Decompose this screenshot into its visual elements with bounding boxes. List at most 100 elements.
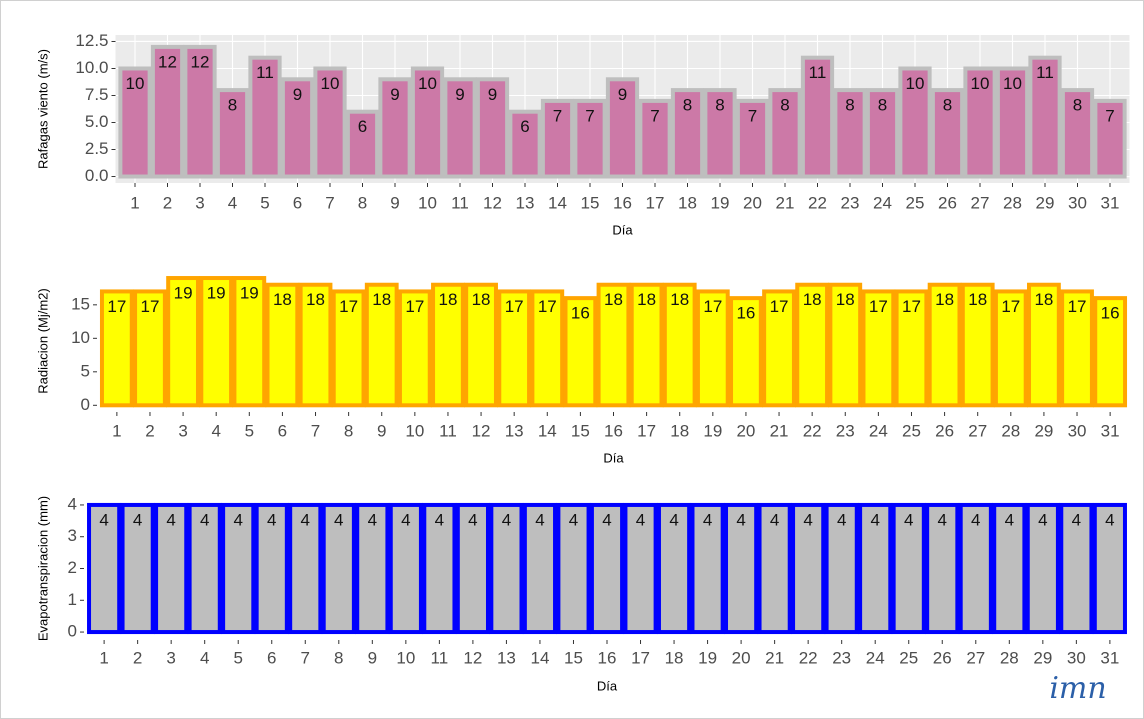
value-label: 17 [141,297,160,316]
bar [703,88,737,179]
value-label: 17 [770,297,789,316]
bar [993,289,1028,408]
y-tick-label: 10.0 [75,58,108,77]
value-label: 8 [1073,96,1082,115]
y-axis-title: Evapotranspiracion (mm) [35,496,50,641]
value-label: 4 [938,510,947,529]
bar [925,502,960,635]
y-tick-label: 15 [71,294,90,313]
value-label: 11 [1036,63,1054,82]
x-tick-label: 29 [1034,421,1053,440]
bar [530,289,565,408]
x-tick-label: 17 [631,648,650,667]
value-label: 10 [906,74,925,93]
value-label: 4 [267,510,276,529]
y-tick-label: 1 [68,590,77,609]
x-tick-label: 2 [133,648,142,667]
x-tick-label: 30 [1068,193,1087,212]
value-label: 4 [837,510,846,529]
bar [475,77,510,179]
value-label: 18 [438,290,457,309]
x-tick-label: 28 [1001,421,1020,440]
x-tick-label: 3 [195,193,204,212]
bar [629,282,664,408]
bar [894,289,929,408]
value-label: 7 [1105,106,1114,125]
value-label: 4 [468,510,477,529]
bar [556,502,591,635]
bar [166,276,200,408]
bar [455,502,490,635]
value-label: 16 [571,304,590,323]
x-tick-label: 8 [358,193,367,212]
value-label: 7 [650,106,659,125]
bar [464,282,498,408]
x-tick-label: 8 [344,421,353,440]
bar [573,98,607,179]
bar [828,282,863,408]
bar [960,282,995,408]
bar [410,66,445,179]
value-label: 10 [1003,74,1022,93]
bar [118,66,152,179]
value-label: 17 [1068,297,1087,316]
bar [1093,98,1127,179]
bar [670,88,705,179]
bar [992,502,1027,635]
value-label: 18 [836,290,855,309]
bar [795,282,830,408]
x-tick-label: 30 [1067,648,1086,667]
x-tick-label: 24 [866,648,885,667]
x-tick-label: 1 [99,648,108,667]
bar [690,502,725,635]
value-label: 10 [321,74,340,93]
x-tick-label: 15 [581,193,600,212]
y-tick-label: 5 [81,361,90,380]
y-tick-label: 4 [68,494,77,513]
value-label: 18 [273,290,292,309]
x-tick-label: 22 [808,193,827,212]
value-label: 11 [809,63,827,82]
x-tick-label: 16 [598,648,617,667]
value-label: 8 [683,96,692,115]
y-tick-label: 7.5 [85,85,109,104]
value-label: 8 [845,96,854,115]
bar [321,502,356,635]
x-tick-label: 6 [267,648,276,667]
x-tick-label: 30 [1068,421,1087,440]
bar [1028,55,1062,179]
x-tick-label: 14 [538,421,557,440]
value-label: 11 [256,63,274,82]
x-tick-label: 2 [145,421,154,440]
value-label: 4 [1038,510,1047,529]
bar [735,98,770,179]
value-label: 4 [870,510,879,529]
value-label: 12 [191,52,210,71]
value-label: 9 [455,85,464,104]
x-tick-label: 28 [1003,193,1022,212]
value-label: 8 [878,96,887,115]
value-label: 10 [971,74,990,93]
bar [540,98,575,179]
x-tick-label: 26 [935,421,954,440]
value-label: 18 [604,290,623,309]
value-label: 18 [1034,290,1053,309]
y-axis-title: Radiacion (Mj/m2) [35,288,50,393]
bar [891,502,926,635]
value-label: 4 [569,510,578,529]
bar [695,289,730,408]
x-tick-label: 17 [637,421,656,440]
bar [1093,296,1128,408]
y-tick-label: 0 [81,395,90,414]
x-tick-label: 24 [873,193,892,212]
bar [724,502,759,635]
value-label: 8 [780,96,789,115]
value-label: 16 [1101,304,1120,323]
value-label: 19 [240,284,259,303]
bar [656,502,692,635]
value-label: 19 [207,284,226,303]
value-label: 10 [126,74,145,93]
bar [331,289,366,408]
x-axis-title: Día [603,450,624,465]
value-label: 18 [935,290,954,309]
